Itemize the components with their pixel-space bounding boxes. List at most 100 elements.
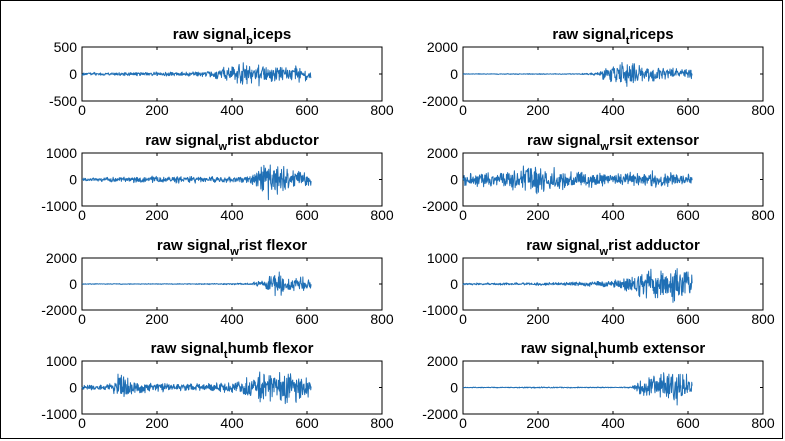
- x-tick-label: 600: [295, 311, 319, 327]
- subplot-title-subscript: w: [599, 246, 609, 258]
- x-tick-label: 200: [145, 207, 169, 223]
- y-tick-label: 0: [450, 66, 458, 82]
- x-tick-label: 0: [459, 415, 467, 431]
- x-tick-label: 600: [295, 415, 319, 431]
- y-tick-label: 0: [450, 276, 458, 292]
- x-tick-label: 400: [220, 415, 244, 431]
- x-tick-label: 200: [526, 102, 550, 118]
- subplot-title-subscript: t: [224, 349, 228, 361]
- y-tick-label: -2000: [422, 198, 458, 214]
- y-tick-label: 2000: [427, 39, 458, 55]
- x-tick-label: 0: [459, 207, 467, 223]
- subplot-title-rest: rist adductor: [608, 237, 700, 254]
- subplot-title-rest: rsit extensor: [609, 132, 699, 149]
- y-tick-label: -2000: [41, 302, 77, 318]
- subplot-title-subscript: b: [246, 35, 253, 47]
- subplot-title-rest: rist abductor: [227, 132, 319, 149]
- x-tick-label: 800: [751, 415, 775, 431]
- subplot-title-rest: humb flexor: [228, 340, 314, 357]
- x-tick-label: 600: [676, 415, 700, 431]
- subplot-title-subscript: t: [626, 35, 630, 47]
- x-tick-label: 200: [526, 311, 550, 327]
- subplot-4: raw signalwrsit extensor 0 200 400 600 800 -20…: [422, 132, 775, 223]
- y-tick-label: -500: [49, 93, 77, 109]
- x-tick-label: 0: [78, 415, 86, 431]
- signal-line: [81, 271, 312, 297]
- x-tick-label: 0: [78, 207, 86, 223]
- x-tick-label: 800: [370, 311, 394, 327]
- x-tick-label: 200: [145, 311, 169, 327]
- subplot-8: raw signalthumb extensor 0 200 400 600 800 -20…: [422, 340, 775, 431]
- y-tick-label: -1000: [41, 406, 77, 422]
- x-tick-label: 400: [220, 311, 244, 327]
- x-tick-label: 400: [601, 102, 625, 118]
- x-tick-label: 600: [295, 207, 319, 223]
- subplot-title-subscript: w: [218, 141, 228, 153]
- subplot-title: raw signalthumb flexor: [151, 340, 314, 361]
- y-tick-label: 2000: [46, 250, 77, 266]
- x-tick-label: 600: [676, 102, 700, 118]
- signal-line: [81, 164, 312, 201]
- subplot-title: raw signaltriceps: [552, 26, 673, 47]
- subplot-title-subscript: w: [599, 141, 609, 153]
- y-tick-label: 2000: [427, 353, 458, 369]
- subplot-title-main: raw signal: [145, 132, 218, 149]
- y-tick-label: 0: [69, 172, 77, 188]
- signal-line: [81, 371, 312, 405]
- subplot-6: raw signalwrist adductor 0 200 400 600 800 -10…: [422, 237, 775, 327]
- y-tick-label: -2000: [422, 406, 458, 422]
- subplot-title-main: raw signal: [151, 340, 224, 357]
- y-tick-label: 1000: [46, 145, 77, 161]
- x-tick-label: 600: [676, 311, 700, 327]
- x-tick-label: 0: [78, 102, 86, 118]
- subplot-title-rest: iceps: [253, 26, 291, 43]
- x-tick-label: 0: [459, 102, 467, 118]
- subplot-title-rest: riceps: [629, 26, 673, 43]
- x-tick-label: 600: [676, 207, 700, 223]
- y-tick-label: 0: [69, 66, 77, 82]
- signal-line: [462, 268, 693, 303]
- x-tick-label: 200: [526, 415, 550, 431]
- y-tick-label: -2000: [422, 93, 458, 109]
- subplot-title: raw signalwrist adductor: [526, 237, 700, 258]
- x-tick-label: 400: [220, 102, 244, 118]
- subplot-title-main: raw signal: [552, 26, 625, 43]
- x-tick-label: 800: [751, 102, 775, 118]
- subplot-title-rest: humb extensor: [598, 340, 706, 357]
- subplot-title-main: raw signal: [527, 132, 600, 149]
- y-tick-label: 1000: [46, 353, 77, 369]
- subplot-title-main: raw signal: [157, 237, 230, 254]
- y-tick-label: 2000: [427, 145, 458, 161]
- y-tick-label: 500: [54, 39, 78, 55]
- subplot-title-subscript: w: [229, 246, 239, 258]
- x-tick-label: 600: [295, 102, 319, 118]
- x-tick-label: 400: [601, 311, 625, 327]
- y-tick-label: 0: [69, 380, 77, 396]
- x-tick-label: 0: [78, 311, 86, 327]
- subplot-3: raw signalwrist abductor 0 200 400 600 800 -10…: [41, 132, 394, 223]
- y-tick-label: 0: [450, 172, 458, 188]
- x-tick-label: 800: [370, 102, 394, 118]
- y-tick-label: 0: [69, 276, 77, 292]
- subplot-title: raw signalbiceps: [173, 26, 291, 47]
- subplot-title: raw signalwrist abductor: [145, 132, 319, 153]
- subplot-5: raw signalwrist flexor 0 200 400 600 800 -2000…: [41, 237, 394, 327]
- subplot-title-subscript: t: [594, 349, 598, 361]
- signal-line: [81, 62, 312, 87]
- x-tick-label: 800: [370, 207, 394, 223]
- signal-line: [462, 61, 693, 87]
- x-tick-label: 0: [459, 311, 467, 327]
- subplot-title-main: raw signal: [526, 237, 599, 254]
- x-tick-label: 400: [220, 207, 244, 223]
- subplot-7: raw signalthumb flexor 0 200 400 600 800 -1000…: [41, 340, 394, 431]
- x-tick-label: 800: [751, 311, 775, 327]
- subplot-title-rest: rist flexor: [239, 237, 308, 254]
- x-tick-label: 800: [370, 415, 394, 431]
- y-tick-label: 0: [450, 380, 458, 396]
- x-tick-label: 200: [145, 415, 169, 431]
- subplot-title: raw signalthumb extensor: [521, 340, 706, 361]
- x-tick-label: 400: [601, 415, 625, 431]
- subplot-title: raw signalwrsit extensor: [527, 132, 699, 153]
- signal-line: [462, 165, 693, 195]
